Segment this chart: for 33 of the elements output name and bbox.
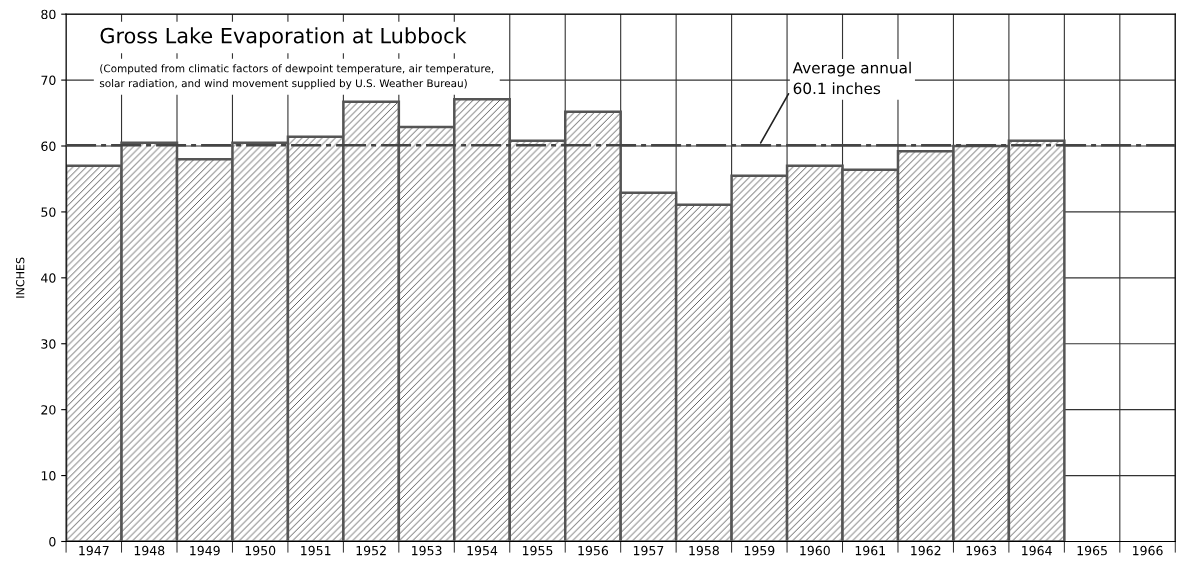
y-tick-label: 70: [41, 75, 56, 86]
x-tick-label: 1960: [800, 545, 830, 556]
x-tick-label: 1959: [744, 545, 775, 556]
text: Gross Lake Evaporation at Lubbock: [100, 27, 467, 48]
x-tick-label: 1947: [79, 545, 109, 556]
x-tick-label: 1948: [134, 545, 165, 556]
text: (Computed from climatic factors of dewpoint temperature, air temperature, solar radiation, and wind movement supplied by U.S. Weather Bureau): [99, 64, 494, 90]
x-tick-label: 1963: [966, 545, 997, 556]
y-tick-label: 60: [41, 141, 56, 151]
x-tick-label: 1964: [1022, 545, 1052, 556]
x-tick-label: 1957: [633, 545, 664, 556]
y-tick-label: 50: [41, 207, 56, 217]
y-axis-title: INCHES: [16, 257, 25, 298]
x-tick-label: 1962: [911, 545, 941, 556]
x-tick-label: 1956: [578, 545, 609, 556]
x-tick-label: 1955: [522, 545, 553, 556]
x-tick-label: 1951: [301, 545, 331, 556]
x-tick-label: 1954: [467, 545, 498, 556]
y-tick-label: 10: [41, 471, 56, 481]
x-tick-label: 1961: [855, 545, 885, 556]
x-tick-label: 1950: [245, 545, 276, 556]
x-tick-label: 1966: [1133, 545, 1163, 556]
x-tick-label: 1965: [1077, 545, 1107, 556]
y-tick-label: 20: [41, 405, 56, 415]
y-tick-label: 30: [41, 339, 56, 349]
annotation: Average annual 60.1 inches: [792, 61, 911, 95]
x-tick-label: 1952: [356, 545, 386, 556]
x-tick-label: 1958: [689, 545, 719, 556]
y-tick-label: 0: [49, 536, 56, 547]
y-tick-label: 40: [41, 273, 56, 283]
x-tick-label: 1949: [190, 545, 220, 556]
y-tick-label: 80: [41, 9, 56, 20]
x-tick-label: 1953: [412, 545, 442, 556]
